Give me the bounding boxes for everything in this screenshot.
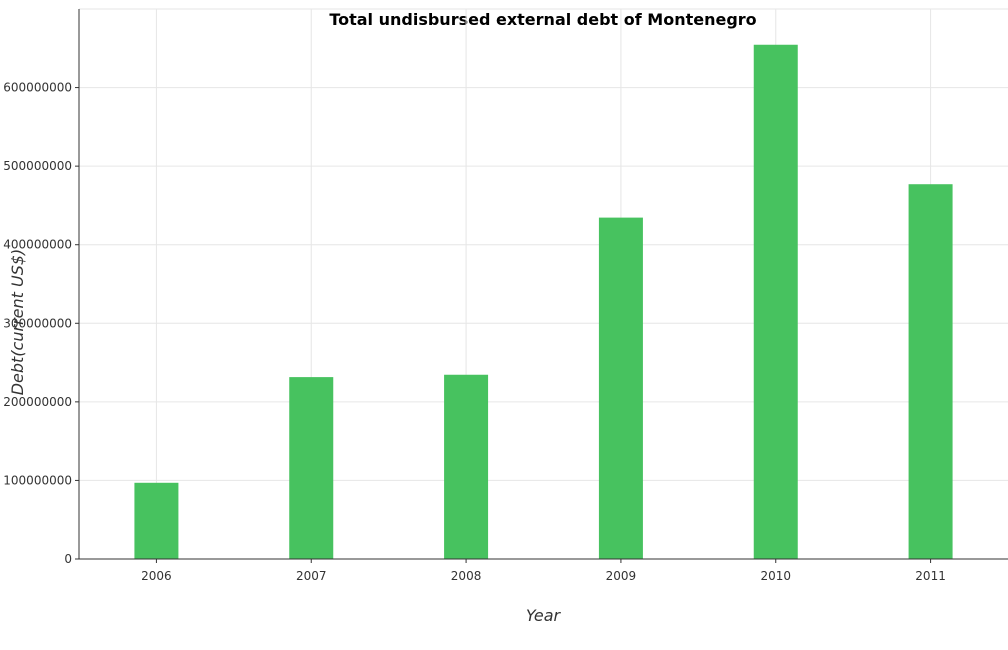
bar-2010 [753,44,798,559]
bar-2011 [908,184,953,559]
chart-title: Total undisbursed external debt of Monte… [329,10,756,29]
y-tick-label: 0 [64,552,72,566]
y-tick-labels: 0 100000000 200000000 300000000 400000000 500… [3,81,72,566]
bars [134,44,953,559]
bar-2009 [598,217,643,559]
y-axis-label: Debt(current US$) [8,249,27,396]
axes [75,9,1008,563]
y-tick-label: 400000000 [3,238,72,252]
x-tick-label: 2006 [141,569,172,583]
x-tick-label: 2011 [915,569,946,583]
bar-2007 [289,377,334,559]
y-tick-label: 300000000 [3,316,72,330]
bar-2008 [444,374,489,559]
bar-2006 [134,482,179,559]
y-tick-label: 500000000 [3,159,72,173]
grid-lines [79,8,1008,560]
y-tick-label: 200000000 [3,395,72,409]
x-tick-labels: 2006 2007 2008 2009 2010 2011 [141,569,946,583]
y-tick-label: 600000000 [3,81,72,95]
x-axis-label: Year [526,606,562,625]
x-tick-label: 2007 [296,569,327,583]
x-tick-label: 2010 [760,569,791,583]
y-tick-label: 100000000 [3,473,72,487]
x-tick-label: 2008 [451,569,482,583]
x-tick-label: 2009 [606,569,637,583]
